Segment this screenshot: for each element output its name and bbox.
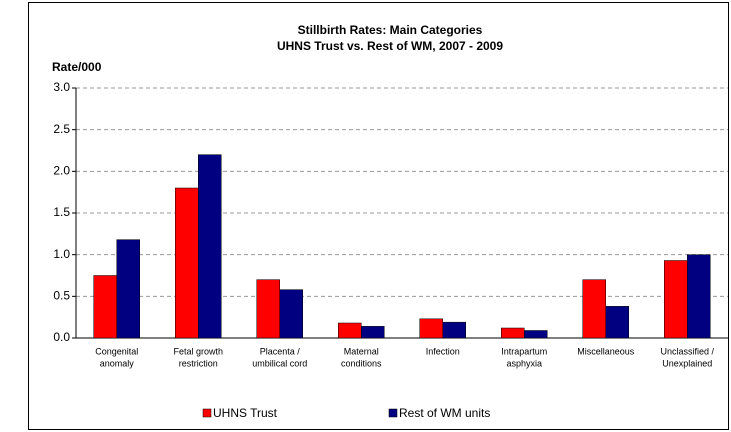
x-tick-label: Infection bbox=[426, 346, 460, 356]
bar bbox=[116, 239, 140, 339]
x-tick-label: Maternal bbox=[344, 346, 379, 356]
chart-subtitle: UHNS Trust vs. Rest of WM, 2007 - 2009 bbox=[277, 39, 503, 53]
x-tick-label: Placenta / bbox=[260, 346, 301, 356]
x-tick-label: Miscellaneous bbox=[577, 346, 635, 356]
bar bbox=[664, 260, 688, 339]
bar bbox=[198, 154, 222, 339]
x-tick-label: Congenital bbox=[95, 346, 138, 356]
bar bbox=[442, 321, 466, 339]
bar bbox=[605, 306, 629, 339]
y-tick-label: 0.5 bbox=[53, 289, 70, 303]
y-tick-label: 3.0 bbox=[53, 80, 70, 94]
bar bbox=[256, 279, 280, 339]
bar bbox=[524, 330, 548, 339]
y-tick-label: 1.0 bbox=[53, 247, 70, 261]
y-tick-label: 0.0 bbox=[53, 330, 70, 344]
bar bbox=[361, 326, 385, 339]
bar bbox=[687, 254, 711, 339]
chart-title: Stillbirth Rates: Main Categories bbox=[298, 23, 483, 37]
legend-label: Rest of WM units bbox=[399, 406, 490, 420]
x-tick-label: asphyxia bbox=[506, 358, 542, 368]
bar bbox=[338, 322, 362, 339]
y-tick-label: 1.5 bbox=[53, 205, 70, 219]
x-tick-label: conditions bbox=[341, 358, 382, 368]
y-axis-label: Rate/000 bbox=[52, 60, 102, 74]
bar bbox=[582, 279, 606, 339]
x-tick-label: restriction bbox=[179, 358, 218, 368]
legend-label: UHNS Trust bbox=[213, 406, 278, 420]
y-tick-label: 2.5 bbox=[53, 122, 70, 136]
bar bbox=[175, 187, 199, 339]
legend-swatch bbox=[388, 408, 398, 418]
y-tick-label: 2.0 bbox=[53, 164, 70, 178]
bar bbox=[279, 289, 303, 339]
x-tick-label: umbilical cord bbox=[252, 358, 307, 368]
bar bbox=[501, 327, 525, 339]
legend-swatch bbox=[202, 408, 212, 418]
x-tick-label: Fetal growth bbox=[173, 346, 223, 356]
bar bbox=[93, 275, 117, 339]
x-tick-label: anomaly bbox=[100, 358, 135, 368]
bar bbox=[419, 318, 443, 339]
x-tick-label: Unexplained bbox=[662, 358, 712, 368]
chart-frame bbox=[28, 2, 729, 430]
x-tick-label: Intrapartum bbox=[501, 346, 547, 356]
x-tick-label: Unclassified / bbox=[660, 346, 714, 356]
